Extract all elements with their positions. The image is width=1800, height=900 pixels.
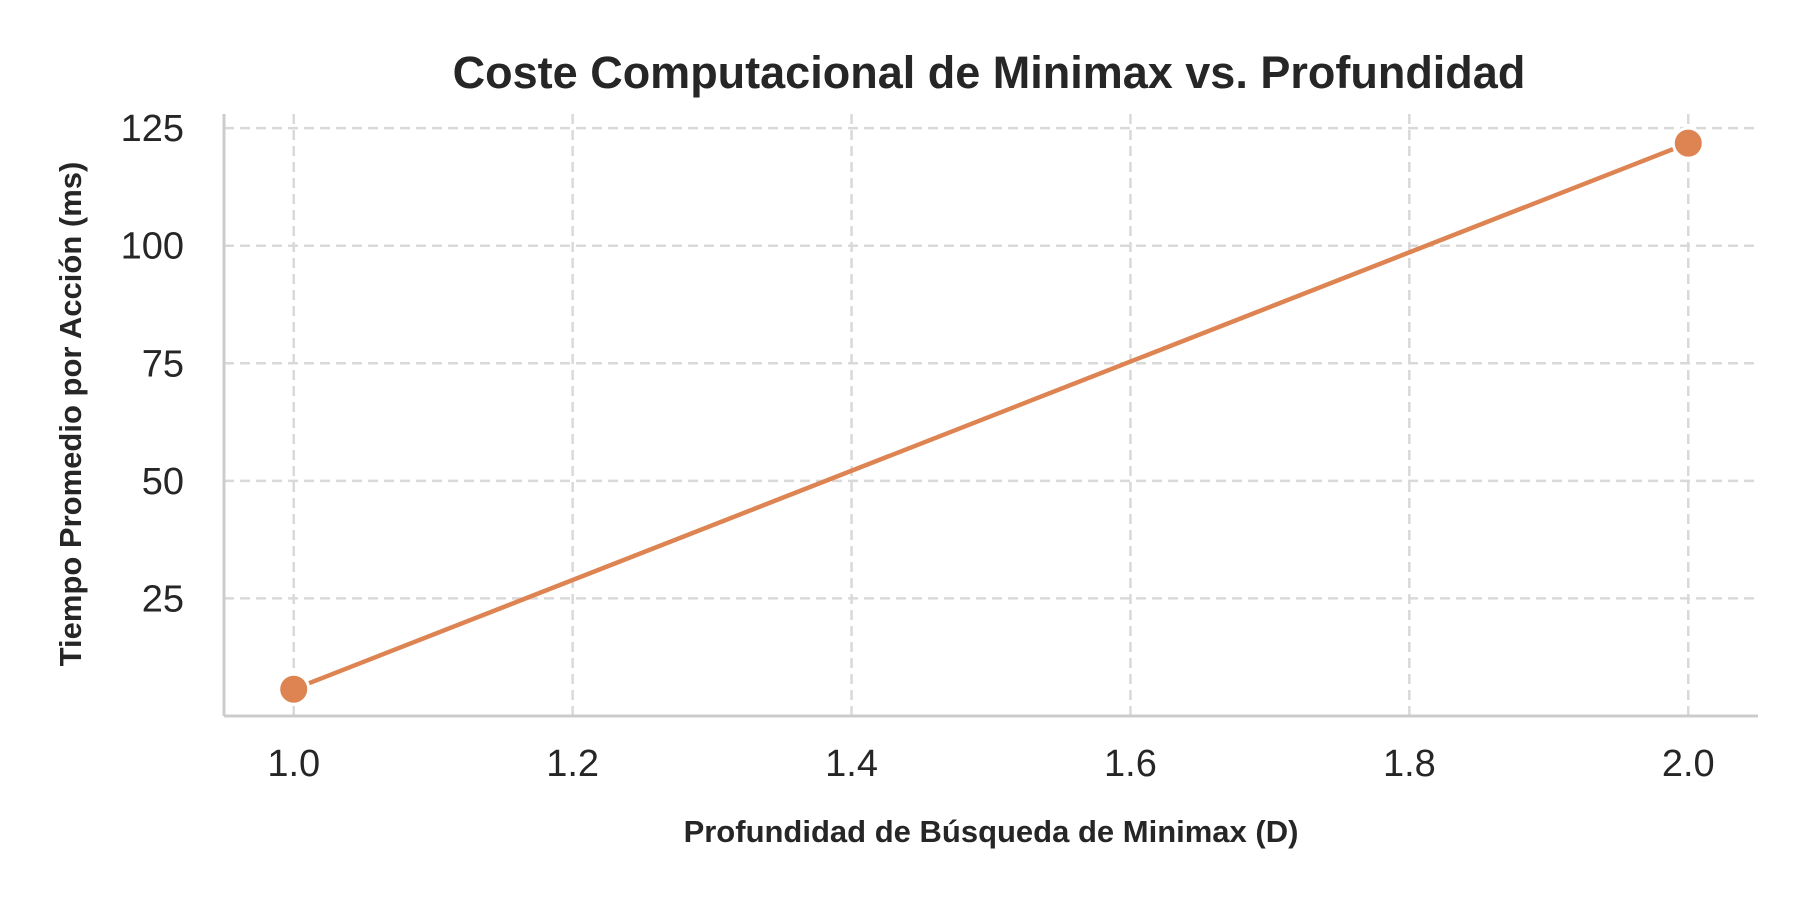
y-tick-label: 75 [142,343,184,385]
x-tick-label: 2.0 [1662,743,1715,785]
series-layer [277,126,1705,706]
x-tick-label: 1.0 [267,743,320,785]
data-point-marker [277,672,311,706]
x-axis-ticks: 1.0 1.2 1.4 1.6 1.8 2.0 [267,743,1714,785]
data-point-marker [1671,126,1705,160]
y-tick-label: 100 [121,226,184,268]
x-gridlines [292,114,1690,716]
x-tick-label: 1.4 [825,743,878,785]
y-tick-label: 25 [142,578,184,620]
x-axis-label: Profundidad de Búsqueda de Minimax (D) [684,814,1299,849]
x-tick-label: 1.2 [546,743,599,785]
x-tick-label: 1.8 [1383,743,1436,785]
y-axis-label: Tiempo Promedio por Acción (ms) [53,162,88,667]
y-tick-label: 50 [142,461,184,503]
chart-title: Coste Computacional de Minimax vs. Profu… [453,47,1526,98]
y-tick-label: 125 [121,108,184,150]
series-line [291,140,1691,692]
y-axis-ticks: 25 50 75 100 125 [121,108,184,620]
x-tick-label: 1.6 [1104,743,1157,785]
